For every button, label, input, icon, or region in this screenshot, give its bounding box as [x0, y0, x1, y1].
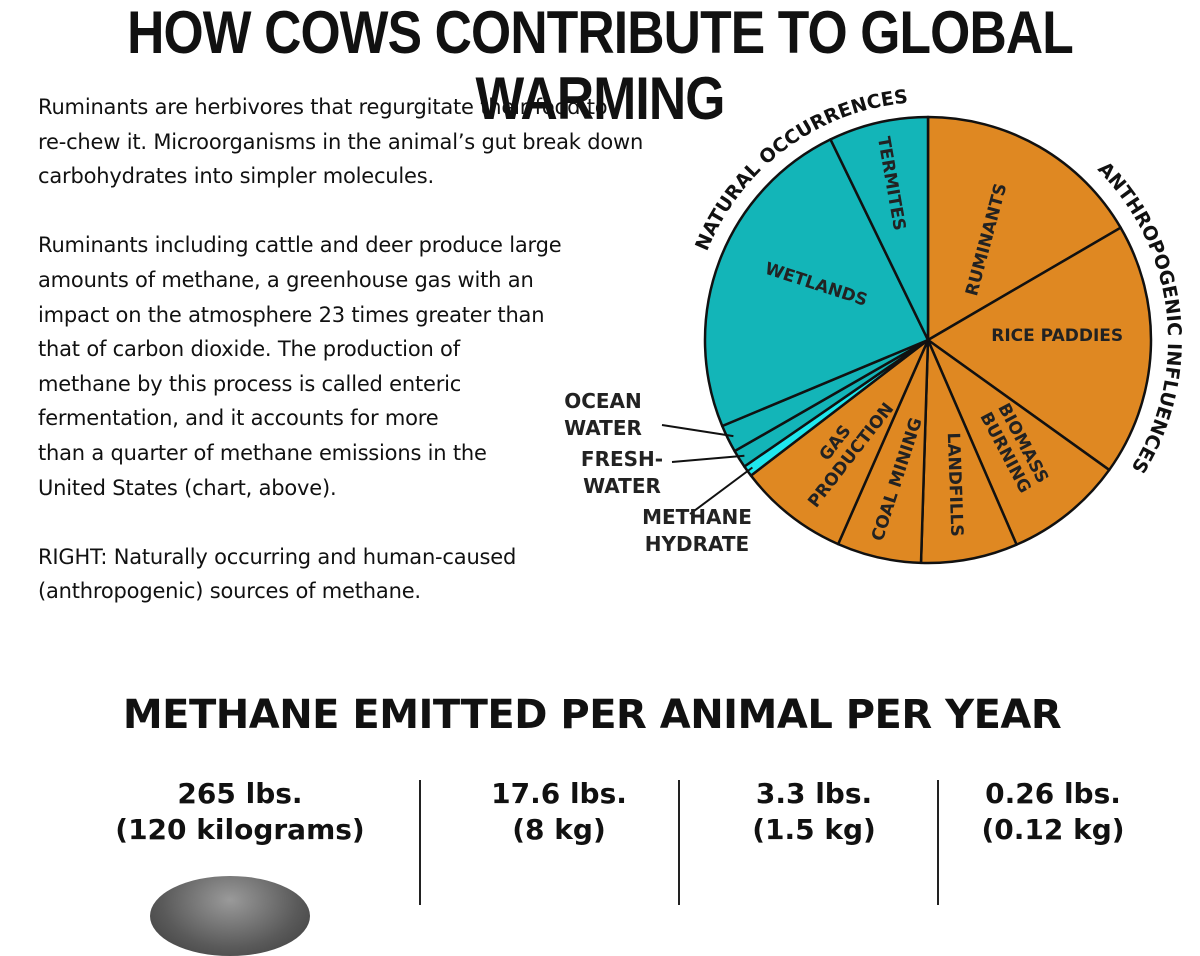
intro-line: than a quarter of methane emissions in t…	[38, 440, 487, 465]
column-divider	[678, 780, 680, 905]
leader-line-fresh-water	[671, 454, 745, 463]
pie-slice-termites	[829, 115, 930, 342]
intro-line: amounts of methane, a greenhouse gas wit…	[38, 267, 534, 292]
external-label-ocean-water: OCEAN WATER	[564, 389, 642, 440]
intro-paragraph-3: RIGHT: Naturally occurring and human-cau…	[38, 540, 718, 609]
external-label-methane-hydrate: METHANE HYDRATE	[642, 505, 752, 556]
intro-line: (anthropogenic) sources of methane.	[38, 579, 421, 604]
pie-slice-rice-paddies	[926, 226, 1153, 472]
leader-line-methane-hydrate	[689, 466, 753, 515]
value-kg: (1.5 kg)	[752, 813, 876, 846]
external-label-fresh-water: FRESH-WATER	[581, 447, 663, 498]
intro-paragraph-2: Ruminants including cattle and deer prod…	[38, 228, 718, 505]
value-lbs: 0.26 lbs.	[985, 777, 1121, 810]
intro-paragraph-1: Ruminants are herbivores that regurgitat…	[38, 90, 718, 194]
pie-slice-ruminants	[926, 115, 1122, 342]
column-divider	[419, 780, 421, 905]
value-lbs: 3.3 lbs.	[755, 777, 873, 810]
page-title: HOW COWS CONTRIBUTE TO GLOBAL WARMING	[127, 0, 1074, 132]
leader-line-ocean-water	[661, 424, 734, 438]
pie-slice-biomass-burning	[926, 338, 1111, 546]
intro-line: fermentation, and it accounts for more	[38, 406, 439, 431]
animal-value-2: 17.6 lbs. (8 kg)	[430, 776, 688, 900]
value-kg: (120 kilograms)	[115, 813, 365, 846]
animal-value-cow: 265 lbs. (120 kilograms)	[90, 776, 390, 900]
value-lbs: 265 lbs.	[177, 777, 303, 810]
intro-line: RIGHT: Naturally occurring and human-cau…	[38, 544, 517, 569]
methane-table-title: METHANE EMITTED PER ANIMAL PER YEAR	[122, 692, 1062, 738]
pie-slice-wetlands	[703, 138, 930, 428]
animal-value-4: 0.26 lbs. (0.12 kg)	[946, 776, 1160, 900]
intro-line: United States (chart, above).	[38, 475, 337, 500]
pie-external-labels: OCEAN WATER FRESH-WATER METHANE HYDRATE	[564, 389, 753, 556]
intro-line: Ruminants are herbivores that regurgitat…	[38, 95, 608, 119]
intro-line: re-chew it. Microorganisms in the animal…	[38, 129, 644, 154]
intro-line: Ruminants including cattle and deer prod…	[38, 233, 562, 258]
pie-label-rice-paddies: RICE PADDIES	[991, 326, 1123, 346]
intro-text: Ruminants are herbivores that regurgitat…	[38, 90, 718, 644]
pie-slices	[703, 115, 1153, 565]
intro-line: methane by this process is called enteri…	[38, 371, 462, 396]
pie-slice-gas-production	[749, 338, 930, 546]
value-kg: (0.12 kg)	[981, 813, 1125, 846]
intro-line: carbohydrates into simpler molecules.	[38, 164, 434, 189]
value-kg: (8 kg)	[512, 813, 606, 846]
column-divider	[937, 780, 939, 905]
intro-line: that of carbon dioxide. The production o…	[38, 337, 460, 362]
value-lbs: 17.6 lbs.	[491, 777, 627, 810]
animal-value-3: 3.3 lbs. (1.5 kg)	[690, 776, 938, 900]
intro-line: impact on the atmosphere 23 times greate…	[38, 302, 545, 327]
pie-label-landfills: LANDFILLS	[943, 432, 967, 537]
cow-illustration	[150, 876, 310, 956]
